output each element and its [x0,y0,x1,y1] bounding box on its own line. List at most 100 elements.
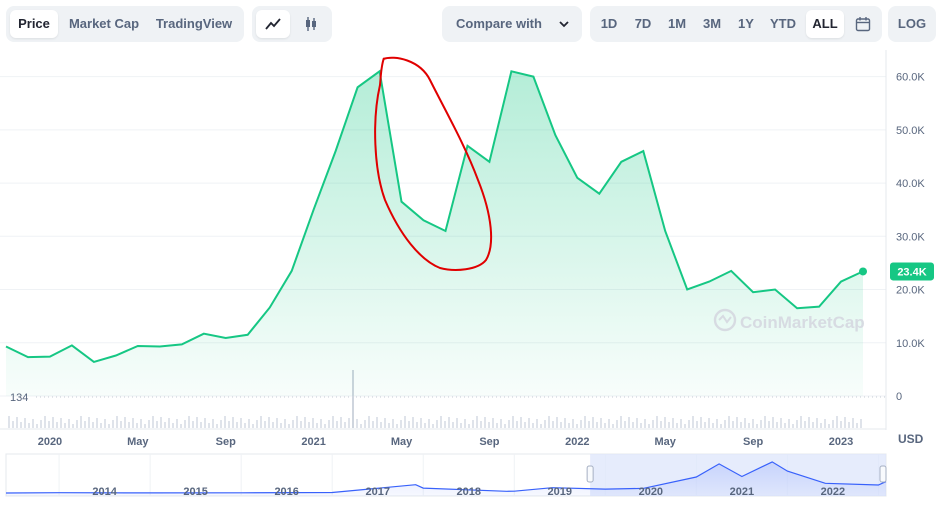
range-all[interactable]: ALL [806,10,844,38]
volume-bar [468,424,470,428]
volume-bar [624,421,626,428]
volume-bar [784,423,786,428]
x-tick-label: May [391,436,413,448]
line-chart-button[interactable] [256,10,290,38]
range-1d[interactable]: 1D [600,16,618,31]
volume-bar [596,422,598,428]
x-tick-label: Sep [479,436,499,448]
volume-bar [472,420,474,428]
navigator-area [6,461,886,496]
volume-bar [736,417,738,428]
volume-bar [16,417,18,428]
x-tick-label: Sep [216,436,236,448]
volume-bar [496,423,498,428]
range-ytd[interactable]: YTD [770,16,796,31]
tab-tradingview[interactable]: TradingView [155,16,233,31]
volume-bar [252,424,254,428]
range-3m[interactable]: 3M [702,16,722,31]
volume-bar [316,423,318,428]
volume-bar [148,420,150,428]
volume-bar [516,421,518,428]
volume-bar [612,424,614,428]
navigator-handle[interactable] [586,465,594,483]
volume-bar [128,422,130,428]
current-price-tag [890,262,934,281]
volume-bar [700,417,702,428]
volume-bar [80,416,82,428]
navigator-tick-label: 2018 [457,486,481,498]
navigator-selection [590,454,886,496]
y-tick-label: 20.0K [896,285,925,297]
volume-bar [816,418,818,428]
volume-bar [672,418,674,428]
x-tick-label: 2023 [829,436,853,448]
volume-bar [804,421,806,428]
volume-bar [772,417,774,428]
volume-bar [60,418,62,428]
navigator-line [5,461,887,494]
volume-bar [776,422,778,428]
volume-bar [408,421,410,428]
volume-bar [692,416,694,428]
calendar-button[interactable] [848,10,878,38]
volume-bar [248,419,250,428]
tab-price[interactable]: Price [10,10,58,38]
volume-bar [124,417,126,428]
volume-bar [568,423,570,428]
volume-bar [120,421,122,428]
volume-bar [844,417,846,428]
volume-bar [800,416,802,428]
volume-bar [484,417,486,428]
volume-bar [684,424,686,428]
volume-bar [68,419,70,428]
navigator-tick-label: 2021 [730,486,754,498]
volume-bar [704,422,706,428]
volume-bar [284,419,286,428]
volume-bar [136,423,138,428]
volume-bar [384,418,386,428]
volume-bar [732,421,734,428]
range-7d[interactable]: 7D [634,16,652,31]
volume-bar [668,422,670,428]
x-tick-label: 2020 [38,436,62,448]
price-area [6,71,863,397]
volume-bar [260,416,262,428]
volume-bar [640,423,642,428]
volume-bar [588,421,590,428]
volume-bar [788,419,790,428]
y-tick-label: 50.0K [896,125,925,137]
volume-bar [632,422,634,428]
volume-bar [520,417,522,428]
volume-bar [660,421,662,428]
volume-bar [432,424,434,428]
volume-bar [276,418,278,428]
volume-bar [656,416,658,428]
volume-bar [112,420,114,428]
current-price-dot [859,267,867,276]
log-button[interactable]: LOG [897,16,927,31]
navigator-handle[interactable] [879,465,887,483]
volume-bar [300,421,302,428]
volume-bar [108,424,110,428]
volume-bar [500,419,502,428]
volume-bar [456,418,458,428]
volume-bar [28,423,30,428]
tab-market-cap[interactable]: Market Cap [68,16,140,31]
volume-bar [492,418,494,428]
volume-bar [72,424,74,428]
currency-label: USD [898,432,924,446]
navigator: 2014 2015 2016 2017 2018 2019 2020 2021 2022 [5,453,887,498]
current-price-label: 23.4K [897,266,926,278]
volume-bar [388,423,390,428]
range-1m[interactable]: 1M [667,16,687,31]
compare-dropdown[interactable]: Compare with [442,6,582,42]
volume-bar [24,418,26,428]
volume-bar [192,421,194,428]
x-tick-label: Sep [743,436,763,448]
volume-bar [628,417,630,428]
volume-bar [584,416,586,428]
candlestick-button[interactable] [294,10,328,38]
volume-bar [820,423,822,428]
volume-bar [348,418,350,428]
range-1y[interactable]: 1Y [738,16,754,31]
